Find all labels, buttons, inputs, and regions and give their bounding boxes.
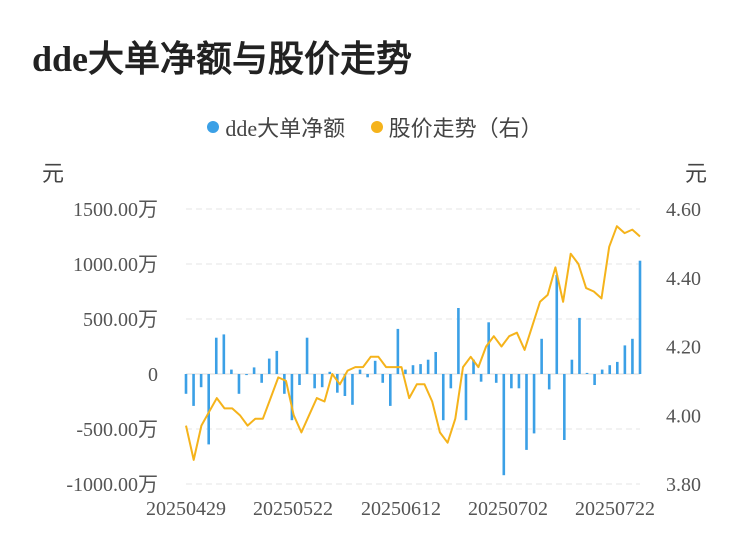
dde-bar [419, 364, 422, 374]
left-tick-label: 1000.00万 [73, 254, 158, 276]
dde-bar [502, 374, 506, 476]
dde-bar [320, 374, 324, 388]
legend-item-dde[interactable]: dde大单净额 [207, 111, 345, 143]
dde-bar [222, 334, 226, 374]
dde-bar [517, 374, 521, 389]
dde-bar [434, 352, 437, 374]
dde-bar [230, 369, 233, 374]
dde-bar [184, 374, 188, 394]
x-tick-label: 20250612 [361, 498, 441, 520]
dde-bar [540, 338, 543, 374]
dde-bar [638, 260, 642, 374]
dde-bar [532, 374, 536, 434]
dde-bar [214, 337, 218, 374]
dde-bar [426, 359, 430, 374]
right-tick-label: 4.00 [666, 405, 701, 427]
dde-bar [487, 322, 490, 374]
dde-bar [366, 374, 369, 378]
chart-title: dde大单净额与股价走势 [32, 39, 413, 79]
legend-marker-price [370, 121, 383, 133]
left-tick-label: 0 [148, 364, 158, 386]
dde-bar [283, 374, 286, 394]
dde-bar [290, 374, 294, 421]
dde-bar [328, 371, 332, 374]
dde-bar [260, 374, 263, 383]
dde-bar [411, 365, 415, 374]
dde-bar [600, 369, 604, 374]
dde-bar [585, 372, 589, 374]
right-tick-label: 4.20 [666, 337, 701, 359]
left-tick-label: 500.00万 [83, 309, 158, 331]
dde-bar [351, 374, 354, 405]
dde-bar [336, 374, 339, 393]
dde-bar [298, 374, 301, 385]
left-tick-label: -1000.00万 [66, 474, 158, 496]
dde-bar [207, 374, 210, 445]
dde-bar [275, 350, 279, 374]
dde-bar [313, 374, 316, 389]
x-tick-label: 20250722 [575, 498, 655, 520]
dde-bar [389, 374, 392, 406]
dde-bar [457, 308, 460, 374]
legend-item-price[interactable]: 股价走势（右） [370, 111, 543, 143]
dde-bar [593, 374, 596, 385]
dde-bar [555, 275, 559, 374]
legend-marker-dde [207, 121, 220, 133]
left-axis-unit: 元 [42, 161, 65, 186]
dde-bar [578, 317, 581, 374]
dde-bar [267, 358, 271, 374]
legend-label-dde: dde大单净额 [225, 116, 346, 141]
dde-bar [623, 345, 627, 374]
right-axis-unit: 元 [685, 161, 708, 186]
dde-bar [547, 374, 551, 390]
dde-bar [510, 374, 513, 389]
dde-bar [449, 374, 453, 389]
legend-label-price: 股价走势（右） [388, 116, 543, 141]
dde-bar [381, 374, 385, 383]
x-tick-label: 20250522 [253, 498, 333, 520]
price-line [185, 225, 641, 461]
right-tick-label: 4.60 [666, 199, 701, 221]
dde-bar [199, 374, 203, 388]
left-tick-label: 1500.00万 [73, 199, 158, 221]
dde-bar [525, 374, 528, 450]
dde-bar [358, 369, 362, 374]
x-tick-label: 20250429 [146, 498, 226, 520]
dde-bar [570, 359, 574, 374]
dde-bar [245, 374, 248, 376]
dde-bar [305, 337, 309, 374]
dde-bar [237, 374, 241, 394]
x-tick-label: 20250702 [468, 498, 548, 520]
dde-bar [343, 374, 347, 396]
right-tick-label: 3.80 [666, 474, 701, 496]
dde-bar [494, 374, 498, 383]
dde-bar [563, 374, 566, 440]
dde-bar [472, 359, 475, 374]
left-tick-label: -500.00万 [76, 419, 158, 441]
dde-bar [479, 374, 483, 382]
dde-bar [373, 360, 377, 374]
dde-bar [441, 374, 445, 421]
dde-bar [192, 374, 195, 406]
dde-bar [252, 367, 256, 374]
dde-bar [396, 328, 400, 374]
right-tick-label: 4.40 [666, 268, 701, 290]
dde-bar [631, 338, 634, 374]
dde-bar [616, 361, 619, 374]
dde-bar [404, 369, 407, 374]
legend: dde大单净额 股价走势（右） [0, 111, 750, 143]
dde-bar [608, 365, 612, 374]
dde-bar [464, 374, 468, 421]
